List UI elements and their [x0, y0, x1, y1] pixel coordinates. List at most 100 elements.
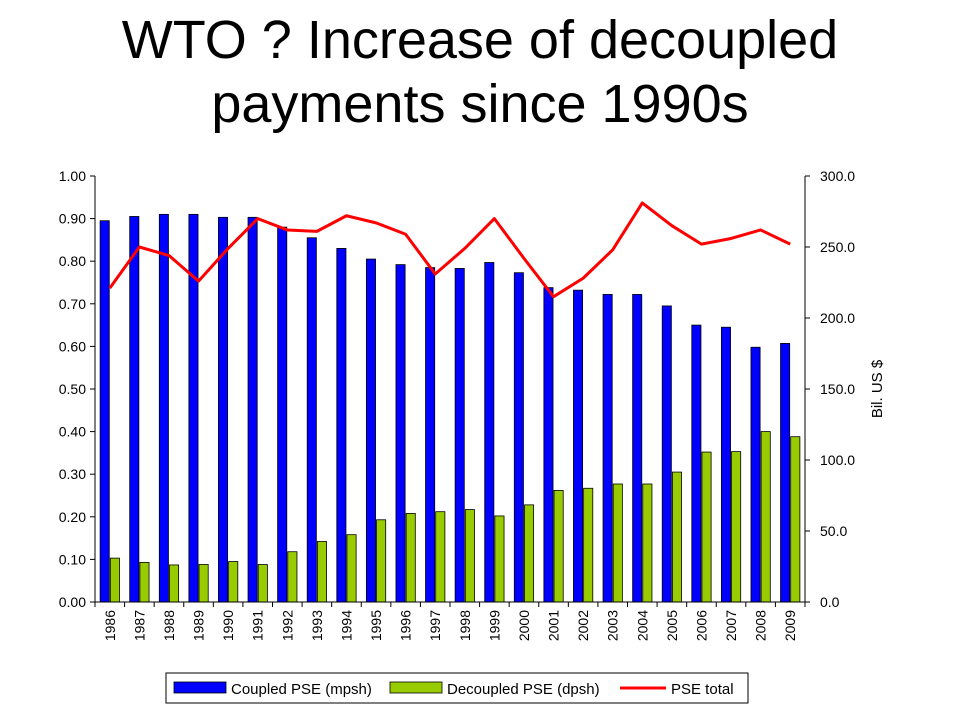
left-tick-label: 0.90: [59, 211, 86, 227]
coupled-bar-2002: [573, 289, 584, 603]
coupled-bar-2000: [513, 272, 524, 603]
x-tick-label-2006: 2006: [693, 610, 709, 641]
legend: Coupled PSE (mpsh) Decoupled PSE (dpsh) PS…: [165, 672, 749, 704]
decoupled-bar-1987: [139, 561, 150, 603]
coupled-bar-1992: [277, 226, 288, 603]
decoupled-bar-2002: [583, 487, 594, 603]
decoupled-bar-2008: [760, 431, 771, 603]
x-tick-label-1995: 1995: [368, 610, 384, 641]
x-tick-label-2008: 2008: [753, 610, 769, 641]
right-tick-label: 200.0: [820, 310, 855, 326]
decoupled-bar-2005: [671, 471, 682, 603]
decoupled-bar-1991: [257, 564, 268, 603]
legend-swatch-1: [389, 681, 443, 694]
decoupled-bar-2000: [524, 504, 535, 603]
left-tick-label: 0.70: [59, 296, 86, 312]
x-tick-label-1994: 1994: [338, 610, 354, 641]
decoupled-bar-1995: [376, 519, 387, 603]
x-tick-label-1997: 1997: [427, 610, 443, 641]
x-tick-label-2005: 2005: [664, 610, 680, 641]
coupled-bar-1999: [484, 262, 495, 603]
decoupled-bar-2009: [790, 436, 801, 603]
left-tick-label: 0.00: [59, 594, 86, 610]
x-tick-label-2001: 2001: [546, 610, 562, 641]
x-tick-label-1992: 1992: [279, 610, 295, 641]
decoupled-bar-2007: [731, 451, 742, 603]
line-layer: [108, 201, 791, 299]
x-tick-label-1998: 1998: [457, 610, 473, 641]
x-tick-label-1996: 1996: [398, 610, 414, 641]
legend-label-2: PSE total: [671, 681, 734, 698]
coupled-bar-2008: [750, 346, 761, 603]
coupled-bar-1991: [247, 216, 258, 603]
left-tick-label: 0.60: [59, 338, 86, 354]
x-tick-label-2003: 2003: [605, 610, 621, 641]
coupled-bar-2005: [661, 305, 672, 603]
coupled-bar-2004: [632, 294, 643, 603]
decoupled-bar-1992: [287, 551, 298, 603]
right-tick-label: 100.0: [820, 452, 855, 468]
left-tick-label: 0.20: [59, 509, 86, 525]
x-tick-label-2004: 2004: [634, 610, 650, 641]
decoupled-bar-1986: [109, 557, 120, 603]
coupled-bar-1990: [218, 216, 229, 603]
decoupled-bar-2003: [612, 483, 623, 603]
decoupled-bar-1996: [405, 512, 416, 603]
slide-title: WTO ? Increase of decoupled payments sin…: [0, 8, 960, 136]
x-tick-label-2000: 2000: [516, 610, 532, 641]
x-tick-label-1986: 1986: [102, 610, 118, 641]
coupled-bar-1998: [454, 268, 465, 603]
x-tick-label-1990: 1990: [220, 610, 236, 641]
decoupled-bar-1999: [494, 515, 505, 603]
x-tick-label-1987: 1987: [131, 610, 147, 641]
coupled-bar-2003: [602, 294, 613, 603]
coupled-bar-1994: [336, 248, 347, 603]
title-line-1: WTO ? Increase of decoupled: [121, 10, 839, 70]
coupled-bar-1995: [365, 258, 376, 603]
decoupled-bar-2004: [642, 483, 653, 603]
x-tick-label-2002: 2002: [575, 610, 591, 641]
x-tick-label-2009: 2009: [782, 610, 798, 641]
decoupled-bar-2001: [553, 489, 564, 603]
coupled-bar-1986: [99, 220, 110, 603]
decoupled-bar-1994: [346, 534, 357, 603]
decoupled-bar-1989: [198, 564, 209, 603]
left-tick-label: 0.80: [59, 253, 86, 269]
legend-label-0: Coupled PSE (mpsh): [231, 681, 372, 698]
left-tick-label: 0.30: [59, 466, 86, 482]
coupled-bar-1993: [306, 237, 317, 603]
right-tick-label: 250.0: [820, 239, 855, 255]
x-tick-label-1991: 1991: [250, 610, 266, 641]
left-tick-label: 0.50: [59, 381, 86, 397]
coupled-bar-2007: [720, 326, 731, 603]
pse-total-line: [108, 201, 791, 299]
coupled-bar-2006: [691, 324, 702, 603]
coupled-bar-1997: [425, 267, 436, 603]
right-tick-label: 0.0: [820, 594, 840, 610]
coupled-bar-1988: [158, 213, 169, 603]
right-axis-title: Bil. US $: [869, 359, 886, 418]
decoupled-bar-1993: [316, 541, 327, 603]
x-tick-label-1989: 1989: [191, 610, 207, 641]
x-tick-label-2007: 2007: [723, 610, 739, 641]
right-tick-label: 150.0: [820, 381, 855, 397]
legend-label-1: Decoupled PSE (dpsh): [447, 681, 600, 698]
coupled-bar-1996: [395, 264, 406, 603]
coupled-bar-2009: [780, 343, 791, 603]
left-tick-label: 0.40: [59, 424, 86, 440]
left-axis-ticks: 0.00 0.10 0.20 0.30 0.40 0.50 0.60 0.70 0.80 0.90…: [59, 168, 95, 610]
x-axis-ticks: 1986 1987 1988 1989 1990 1991 1992 1993 1994 1995…: [94, 602, 806, 641]
coupled-bar-1987: [129, 216, 140, 603]
decoupled-bar-1988: [169, 564, 180, 603]
legend-swatch-0: [173, 681, 227, 694]
left-tick-label: 0.10: [59, 551, 86, 567]
right-axis-ticks: 0.0 50.0 100.0 150.0 200.0 250.0 300.0: [805, 168, 855, 610]
right-tick-label: 300.0: [820, 168, 855, 184]
decoupled-bar-2006: [701, 451, 712, 603]
coupled-bar-2001: [543, 287, 554, 603]
x-tick-label-1999: 1999: [486, 610, 502, 641]
decoupled-bar-1998: [464, 509, 475, 603]
left-tick-label: 1.00: [59, 168, 86, 184]
